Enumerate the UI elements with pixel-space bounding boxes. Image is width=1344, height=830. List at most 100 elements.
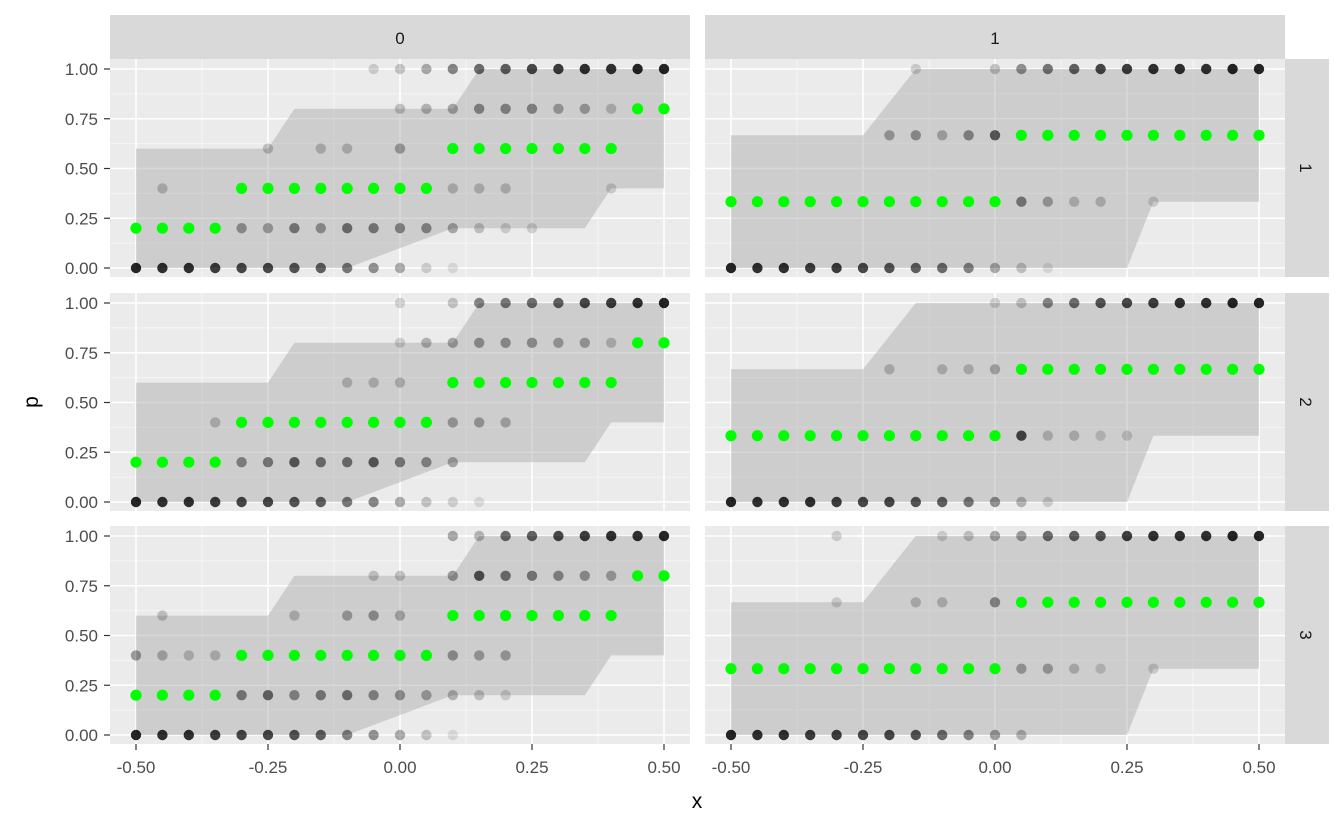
data-point xyxy=(1042,430,1054,441)
data-point xyxy=(1042,297,1054,309)
x-tick-label: -0.50 xyxy=(712,758,751,777)
highlight-point xyxy=(1227,129,1239,141)
highlight-point xyxy=(1042,129,1054,141)
data-point xyxy=(447,530,458,542)
highlight-point xyxy=(1042,596,1054,608)
data-point xyxy=(831,262,842,274)
data-point xyxy=(157,262,168,274)
highlight-point xyxy=(804,663,816,675)
data-point xyxy=(394,223,406,234)
data-point xyxy=(262,143,274,154)
highlight-point xyxy=(1253,596,1265,608)
highlight-point xyxy=(1095,596,1107,608)
highlight-point xyxy=(778,196,790,208)
data-point xyxy=(632,530,643,542)
data-point xyxy=(1148,663,1159,674)
data-point xyxy=(447,417,458,428)
data-point xyxy=(368,570,379,581)
highlight-point xyxy=(183,456,195,468)
highlight-point xyxy=(963,430,975,442)
axes-layer: 0.00 0.25 0.50 0.75 1.00 0.00 0.25 0.50 0.75 1.00… xyxy=(65,60,1276,777)
data-point xyxy=(1148,530,1159,542)
data-point xyxy=(315,690,326,701)
data-point xyxy=(394,103,406,115)
data-point xyxy=(1121,63,1133,75)
highlight-point xyxy=(368,649,380,662)
data-point xyxy=(658,297,670,309)
confidence-band-col0-row1 xyxy=(136,69,664,268)
highlight-point xyxy=(910,663,922,675)
highlight-point xyxy=(500,143,512,155)
data-point xyxy=(157,183,168,194)
data-point xyxy=(500,690,511,701)
data-point xyxy=(183,650,194,661)
data-point xyxy=(606,63,617,75)
data-point xyxy=(553,103,564,115)
data-point xyxy=(130,729,142,741)
data-point xyxy=(262,262,274,274)
data-point xyxy=(500,183,511,194)
data-point xyxy=(474,103,485,115)
data-point xyxy=(421,337,432,348)
data-point xyxy=(342,223,353,234)
data-point xyxy=(474,690,485,701)
data-point xyxy=(447,262,458,274)
data-point xyxy=(342,610,353,621)
data-point xyxy=(315,223,326,234)
data-point xyxy=(210,496,221,508)
highlight-point xyxy=(1147,596,1159,608)
data-point xyxy=(884,729,895,741)
data-point xyxy=(1069,430,1080,441)
data-point xyxy=(1253,530,1265,542)
highlight-point xyxy=(1068,129,1080,141)
highlight-point xyxy=(1147,129,1159,141)
y-tick-label: 0.75 xyxy=(65,110,98,129)
highlight-point xyxy=(725,663,737,675)
highlight-point xyxy=(579,377,591,389)
column-strip-1 xyxy=(705,15,1285,59)
data-point xyxy=(579,570,590,581)
data-point xyxy=(1042,496,1054,508)
data-point xyxy=(500,103,511,115)
highlight-point xyxy=(1095,129,1107,141)
data-point xyxy=(289,610,300,621)
highlight-point xyxy=(831,196,843,208)
column-strip-label-0: 0 xyxy=(395,29,404,48)
data-point xyxy=(368,223,379,234)
data-point xyxy=(447,729,458,741)
data-point xyxy=(1227,297,1238,309)
highlight-point xyxy=(552,143,565,155)
data-point xyxy=(606,297,617,309)
data-point xyxy=(368,729,379,741)
highlight-point xyxy=(209,689,221,701)
row-strip-2 xyxy=(1285,293,1329,511)
data-point xyxy=(989,496,1001,508)
highlight-point xyxy=(183,689,195,701)
x-tick-label: -0.25 xyxy=(844,758,883,777)
highlight-point xyxy=(368,416,380,428)
highlight-point xyxy=(1095,363,1107,375)
data-point xyxy=(183,262,194,274)
data-point xyxy=(1042,262,1054,274)
x-tick-label: 0.00 xyxy=(383,758,416,777)
data-point xyxy=(1016,729,1027,741)
data-point xyxy=(752,729,763,741)
data-point xyxy=(910,63,921,75)
data-point xyxy=(236,457,247,468)
data-point xyxy=(342,377,353,388)
highlight-point xyxy=(209,456,221,468)
highlight-point xyxy=(605,143,617,155)
data-point xyxy=(500,297,511,309)
panel-col0-row1 xyxy=(110,59,690,277)
highlight-point xyxy=(315,649,327,662)
y-tick-label: 0.50 xyxy=(65,160,98,179)
data-point xyxy=(342,143,353,154)
highlight-point xyxy=(1253,129,1265,141)
data-point xyxy=(937,729,948,741)
data-point xyxy=(394,262,406,274)
column-strip-label-1: 1 xyxy=(990,29,999,48)
highlight-point xyxy=(910,430,922,442)
highlight-point xyxy=(936,663,948,675)
highlight-point xyxy=(526,377,538,389)
data-point xyxy=(262,690,274,701)
